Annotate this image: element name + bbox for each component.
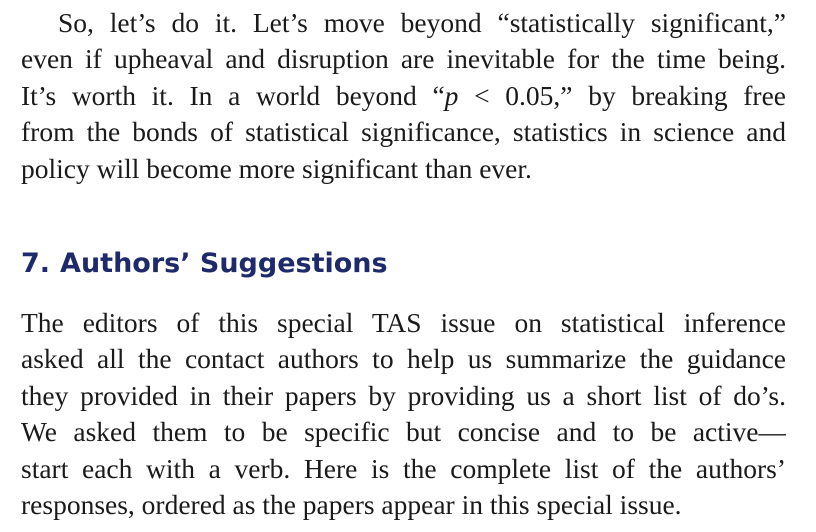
paragraph-line-2: even if upheaval and disruption are inev… (21, 43, 786, 74)
paragraph2-line-5: start each with a verb. Here is the comp… (21, 453, 786, 484)
paragraph-line-1: So, let’s do it. Let’s move beyond “stat… (58, 7, 786, 38)
section-heading: 7. Authors’ Suggestions (21, 246, 388, 282)
paragraph-line-4: from the bonds of statistical significan… (21, 116, 786, 147)
section-title: Authors’ Suggestions (60, 248, 388, 279)
paragraph-line-3: It’s worth it. In a world beyond “p < 0.… (21, 80, 786, 111)
paragraph2-line-1: The editors of this special TAS issue on… (21, 307, 786, 338)
paragraph2-line-2: asked all the contact authors to help us… (21, 343, 786, 374)
paragraph-line-5: policy will become more significant than… (21, 153, 532, 184)
paragraph2-line-3: they provided in their papers by providi… (21, 380, 786, 411)
section-number: 7. (21, 248, 51, 279)
paragraph2-line-6: responses, ordered as the papers appear … (21, 489, 682, 520)
paragraph2-line-4: We asked them to be specific but concise… (21, 416, 786, 447)
